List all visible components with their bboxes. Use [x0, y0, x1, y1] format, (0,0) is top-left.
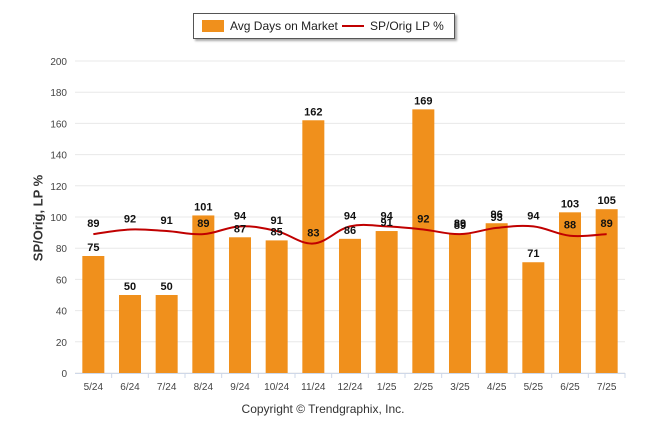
- line-data-label: 89: [601, 218, 613, 230]
- bar-data-label: 89: [454, 220, 466, 232]
- x-tick-label: 6/25: [560, 382, 580, 393]
- x-tick-label: 6/24: [120, 382, 140, 393]
- line-data-label: 94: [527, 210, 540, 222]
- line-data-label: 94: [344, 210, 357, 222]
- bar-data-label: 86: [344, 225, 356, 237]
- bar: [339, 238, 361, 373]
- bar-data-label: 50: [161, 281, 173, 293]
- x-tick-label: 10/24: [264, 382, 289, 393]
- bar-data-label: 50: [124, 281, 136, 293]
- bar: [449, 234, 471, 373]
- x-tick-label: 7/24: [157, 382, 177, 393]
- bar: [412, 109, 435, 374]
- y-tick-label: 100: [50, 213, 67, 224]
- bar-data-label: 162: [304, 106, 322, 118]
- line-data-label: 92: [417, 213, 429, 225]
- line-data-label: 89: [197, 218, 209, 230]
- bar-data-label: 96: [491, 209, 503, 221]
- bar: [155, 295, 178, 373]
- bar-data-label: 85: [271, 226, 283, 238]
- bar: [192, 215, 215, 373]
- x-tick-label: 12/24: [337, 382, 362, 393]
- legend-swatch-bars: [202, 20, 224, 32]
- line-data-label: 88: [564, 220, 576, 232]
- x-tick-label: 3/25: [450, 382, 470, 393]
- bar-data-label: 169: [414, 95, 432, 107]
- x-tick-label: 5/24: [84, 382, 104, 393]
- bar: [522, 262, 545, 373]
- line-data-label: 91: [271, 215, 283, 227]
- legend-item-line[interactable]: SP/Orig LP %: [342, 19, 444, 33]
- x-tick-label: 9/24: [230, 382, 250, 393]
- bar: [302, 120, 325, 373]
- bar: [82, 256, 105, 373]
- bar: [265, 240, 288, 373]
- line-data-label: 89: [87, 218, 99, 230]
- x-tick-label: 7/25: [597, 382, 617, 393]
- line-data-label: 93: [491, 212, 503, 224]
- x-tick-label: 2/25: [414, 382, 434, 393]
- y-tick-label: 180: [50, 88, 67, 99]
- line-data-label: 94: [381, 210, 394, 222]
- y-tick-label: 40: [56, 307, 68, 318]
- line-data-label: 83: [307, 228, 319, 240]
- legend-item-bars[interactable]: Avg Days on Market: [202, 19, 338, 33]
- legend: Avg Days on Market SP/Orig LP %: [193, 13, 455, 39]
- x-tick-label: 11/24: [301, 382, 326, 393]
- bar-data-label: 71: [527, 248, 539, 260]
- bar: [559, 212, 581, 373]
- bar-data-label: 101: [194, 201, 212, 213]
- y-tick-label: 160: [50, 119, 67, 130]
- y-tick-label: 200: [50, 57, 67, 68]
- bar: [485, 223, 508, 373]
- line-data-label: 91: [161, 215, 173, 227]
- y-tick-label: 0: [61, 369, 67, 380]
- y-tick-label: 80: [56, 244, 68, 255]
- y-axis-label: SP/Orig, LP %: [30, 174, 46, 262]
- line-data-label: 94: [234, 210, 247, 222]
- x-tick-label: 5/25: [524, 382, 544, 393]
- y-tick-label: 120: [50, 182, 67, 193]
- bar-data-label: 75: [87, 242, 99, 254]
- x-tick-label: 4/25: [487, 382, 507, 393]
- series-line: [93, 223, 607, 245]
- legend-label-line: SP/Orig LP %: [370, 19, 444, 33]
- bar: [229, 237, 251, 373]
- bar-data-label: 103: [561, 198, 579, 210]
- x-tick-label: 8/24: [194, 382, 214, 393]
- bar: [375, 231, 398, 373]
- legend-label-bars: Avg Days on Market: [230, 19, 338, 33]
- bar: [595, 209, 618, 373]
- copyright-text: Copyright © Trendgraphix, Inc.: [241, 402, 405, 416]
- line-data-label: 89: [454, 218, 466, 230]
- bar: [119, 295, 141, 373]
- y-tick-label: 60: [56, 275, 68, 286]
- y-tick-label: 20: [56, 338, 68, 349]
- y-tick-label: 140: [50, 151, 67, 162]
- bar-data-label: 87: [234, 223, 246, 235]
- x-tick-label: 1/25: [377, 382, 397, 393]
- bar-data-label: 105: [597, 195, 615, 207]
- bar-data-label: 91: [381, 217, 393, 229]
- legend-swatch-line: [342, 25, 364, 27]
- line-data-label: 92: [124, 213, 136, 225]
